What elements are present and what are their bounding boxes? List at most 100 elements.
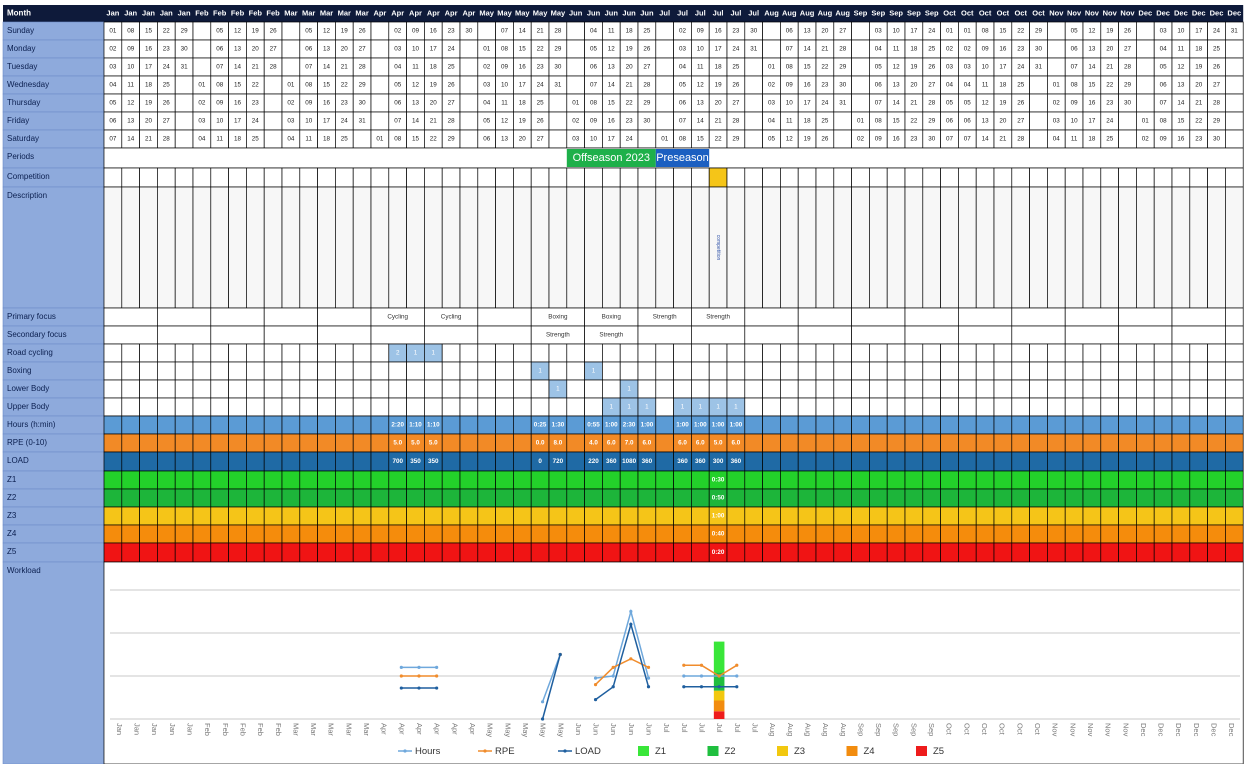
load-cell [1029,451,1048,472]
z4-cell [993,524,1013,544]
legend-label: Z5 [933,746,944,757]
day-number: 14 [982,136,990,143]
row-label-cell [2,488,105,508]
hours-cell [174,415,194,435]
boxing-cell [228,361,247,381]
load-cell [869,451,888,472]
description-cell [851,186,870,309]
day-number: 15 [697,136,705,143]
z5-cell [317,542,336,563]
description-cell [103,186,123,309]
day-number: 23 [163,46,171,53]
legend-swatch [846,746,858,756]
road-cycling-cell [530,343,550,363]
z1-cell [424,470,443,490]
chart-area [103,561,1244,764]
day-cell [477,21,496,41]
hours-value: 1:10 [427,422,440,429]
day-cell [370,111,390,131]
road-cycling-cell [922,343,941,363]
competition-cell [317,167,336,188]
road-cycling-cell [975,343,995,363]
day-number: 11 [127,82,134,89]
day-number: 24 [252,118,260,125]
z2-cell [1118,488,1137,508]
upper-body-cell [299,397,318,417]
month-label: Jul [659,8,670,17]
z2-cell [459,488,479,508]
x-tick-label: Jul [733,723,742,733]
row-label: Secondary focus [7,330,67,339]
z3-cell [388,506,407,526]
day-number: 26 [448,82,456,89]
boxing-cell [602,361,621,381]
day-number: 08 [982,28,990,35]
rpe-value: 5.0 [393,440,402,447]
road-cycling-cell [1136,343,1155,363]
row-label: Z4 [7,529,17,538]
z1-cell [566,470,585,490]
z4-cell [851,524,870,544]
day-number: 06 [786,28,794,35]
rpe-cell [958,433,977,453]
legend-label: LOAD [575,746,601,757]
boxing-cell [1171,361,1191,381]
series-marker [435,686,439,690]
day-number: 21 [430,118,438,125]
day-number: 29 [448,136,456,143]
day-number: 06 [216,46,224,53]
road-cycling-cell [869,343,888,363]
competition-cell [406,167,425,188]
focus-cell [263,307,318,327]
z2-value: 0:50 [712,495,725,502]
description-cell [1207,186,1226,309]
z2-cell [869,488,888,508]
rpe-cell [192,433,212,453]
hours-cell [655,415,674,435]
day-number: 18 [1195,46,1203,53]
load-cell [477,451,496,472]
lower-body-cell [815,379,835,399]
day-number: 28 [270,64,278,71]
bar-segment [713,711,725,719]
z2-cell [1082,488,1102,508]
z4-cell [940,524,959,544]
legend-swatch [707,746,719,756]
day-number: 31 [750,46,758,53]
rpe-cell [121,433,140,453]
lower-body-cell [352,379,372,399]
day-number: 22 [1017,28,1025,35]
z1-cell [797,470,817,490]
z5-cell [1100,542,1119,563]
month-label: Dec [1227,8,1241,17]
month-label: May [515,8,530,17]
rpe-value: 7.0 [625,440,634,447]
lower-body-cell [1118,379,1137,399]
z3-cell [851,506,870,526]
day-number: 09 [1160,136,1168,143]
month-label: Mar [284,8,297,17]
month-label: Feb [213,8,227,17]
z5-cell [388,542,407,563]
day-number: 07 [875,100,883,107]
description-cell [797,186,817,309]
z4-cell [904,524,924,544]
day-cell [370,39,390,59]
day-cell [744,129,763,149]
day-number: 24 [341,118,349,125]
focus-cell [691,325,746,345]
description-cell [1136,186,1155,309]
focus-cell [477,307,532,327]
competition-cell [958,167,977,188]
x-tick-label: Oct [962,723,971,736]
lower-body-cell [299,379,318,399]
day-number: 25 [448,64,456,71]
description-cell [1064,186,1084,309]
x-tick-label: Jul [698,723,707,733]
day-number: 01 [572,100,580,107]
day-number: 22 [910,118,918,125]
load-cell [103,451,123,472]
legend-label: Hours [415,746,441,757]
z3-cell [940,506,959,526]
z3-cell [655,506,674,526]
